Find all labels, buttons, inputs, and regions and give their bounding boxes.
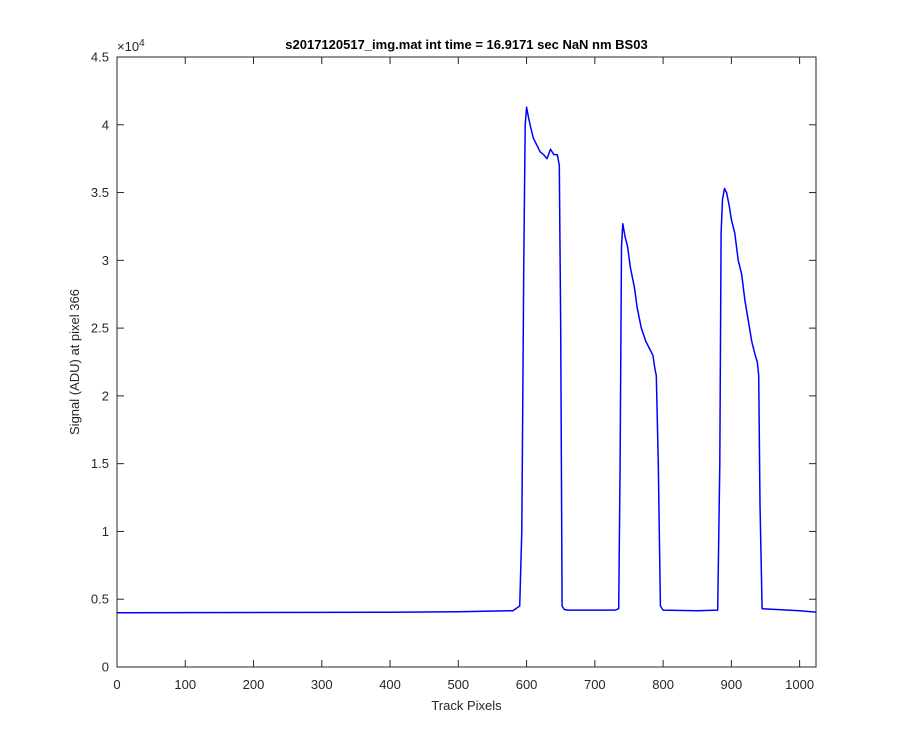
y-tick-label: 1 xyxy=(102,524,109,539)
y-tick-label: 2.5 xyxy=(91,321,109,336)
y-exponent-power: 4 xyxy=(139,38,145,49)
x-tick-label: 600 xyxy=(516,677,538,692)
x-tick-label: 400 xyxy=(379,677,401,692)
y-tick-label: 3.5 xyxy=(91,185,109,200)
axes-box xyxy=(116,56,817,668)
tick-layer: 0 100 200 300 400 500 600 700 800 900 1000 0 0.5 1 1.5… xyxy=(91,50,816,692)
x-tick-label: 900 xyxy=(721,677,743,692)
y-tick-label: 0.5 xyxy=(91,592,109,607)
y-exponent-label: ×104 xyxy=(117,38,145,54)
x-tick-label: 0 xyxy=(113,677,120,692)
x-tick-label: 1000 xyxy=(785,677,814,692)
chart-title: s2017120517_img.mat int time = 16.9171 s… xyxy=(285,37,647,52)
y-tick-label: 4 xyxy=(102,117,109,132)
y-tick-label: 2 xyxy=(102,388,109,403)
y-tick-label: 3 xyxy=(102,253,109,268)
x-tick-label: 200 xyxy=(243,677,265,692)
data-layer xyxy=(116,106,817,614)
x-tick-label: 700 xyxy=(584,677,606,692)
x-tick-label: 100 xyxy=(174,677,196,692)
x-tick-label: 800 xyxy=(652,677,674,692)
x-axis-label: Track Pixels xyxy=(431,698,502,713)
x-tick-label: 300 xyxy=(311,677,333,692)
y-tick-label: 0 xyxy=(102,660,109,675)
x-tick-label: 500 xyxy=(447,677,469,692)
series-line xyxy=(116,106,817,614)
y-axis-label: Signal (ADU) at pixel 366 xyxy=(67,289,82,435)
plot-area xyxy=(117,57,816,667)
y-tick-label: 4.5 xyxy=(91,50,109,65)
y-tick-label: 1.5 xyxy=(91,456,109,471)
y-exponent-base: ×10 xyxy=(117,39,139,54)
